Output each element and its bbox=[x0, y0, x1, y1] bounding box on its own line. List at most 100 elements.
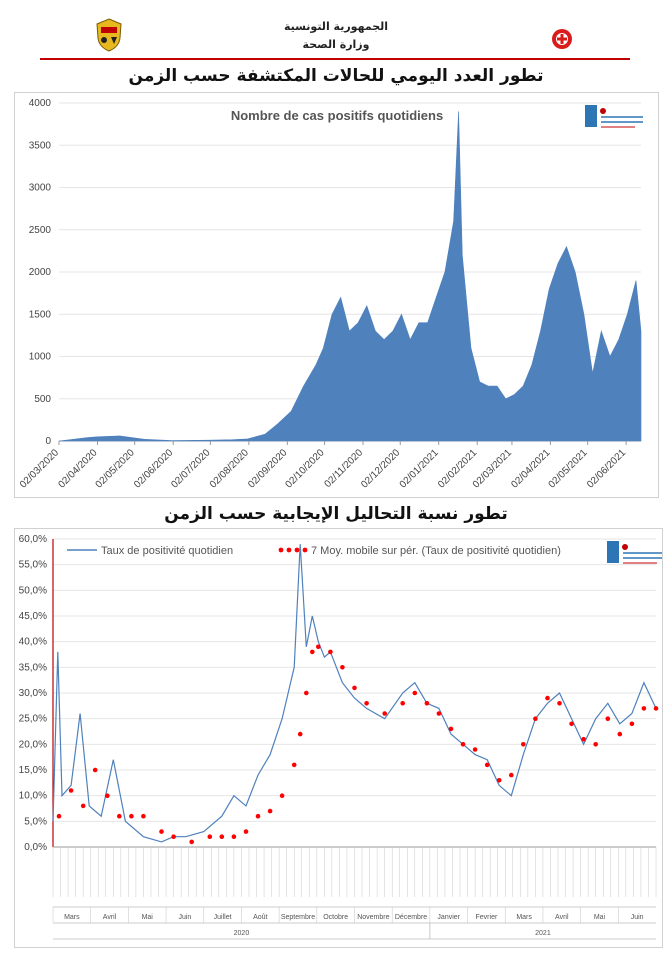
moving-average-point bbox=[56, 813, 62, 819]
government-line-1: الجمهورية التونسية bbox=[283, 20, 389, 33]
x-tick-label: 02/06/2020 bbox=[132, 447, 175, 490]
moving-average-point bbox=[484, 762, 490, 768]
month-label: Octobre bbox=[323, 914, 348, 921]
moving-average-point bbox=[472, 747, 478, 752]
y-tick-label: 50,0% bbox=[19, 585, 47, 596]
moving-average-point bbox=[267, 808, 273, 814]
moving-average-point bbox=[291, 762, 297, 768]
moving-average-point bbox=[521, 742, 526, 747]
moving-average-point bbox=[80, 803, 86, 809]
y-tick-label: 45,0% bbox=[19, 611, 47, 622]
year-label: 2021 bbox=[535, 930, 551, 937]
moving-average-point bbox=[364, 701, 369, 706]
y-tick-label: 3500 bbox=[29, 140, 52, 151]
moving-average-point bbox=[297, 731, 303, 737]
legend-label-average: 7 Moy. mobile sur pér. (Taux de positivi… bbox=[311, 545, 561, 557]
y-tick-label: 0,0% bbox=[24, 842, 47, 853]
x-tick-label: 02/06/2021 bbox=[585, 447, 628, 490]
y-tick-label: 35,0% bbox=[19, 662, 47, 673]
moving-average-point bbox=[243, 829, 249, 834]
moving-average-point bbox=[496, 778, 502, 783]
x-tick-label: 02/09/2020 bbox=[246, 447, 289, 490]
chart1-title: Nombre de cas positifs quotidiens bbox=[231, 108, 443, 123]
y-tick-label: 25,0% bbox=[19, 714, 47, 725]
moving-average-point bbox=[231, 834, 237, 839]
moving-average-point bbox=[159, 829, 164, 834]
y-tick-label: 2000 bbox=[29, 267, 52, 278]
moving-average-point bbox=[400, 701, 406, 706]
moving-average-point bbox=[68, 788, 74, 793]
month-label: Juin bbox=[631, 914, 644, 921]
logo-dot bbox=[600, 108, 606, 114]
logo-bar bbox=[585, 105, 597, 127]
moving-average-point bbox=[460, 742, 466, 747]
y-tick-label: 2500 bbox=[29, 225, 52, 236]
moving-average-point bbox=[207, 834, 213, 839]
moving-average-point bbox=[448, 726, 454, 732]
moving-average-point bbox=[533, 716, 538, 721]
y-tick-label: 1500 bbox=[29, 309, 52, 320]
month-label: Septembre bbox=[281, 914, 315, 921]
moving-average-point bbox=[117, 813, 122, 819]
y-tick-label: 0 bbox=[45, 436, 51, 447]
moving-average-point bbox=[653, 706, 659, 711]
positivity-rate-line-chart: 0,0% 5,0% 10,0% 15,0% 20,0% 25,0% 30,0% 35,0% 40… bbox=[19, 534, 665, 940]
year-label: 2020 bbox=[234, 930, 250, 937]
x-tick-label: 02/04/2021 bbox=[509, 447, 552, 490]
moving-average-point bbox=[412, 690, 418, 696]
moving-average-point bbox=[629, 721, 635, 727]
month-label: Novembre bbox=[357, 914, 389, 921]
legend-swatch-average bbox=[278, 547, 284, 553]
chart1-panel: 0 500 1000 1500 2000 2500 3000 3500 4000 02/03/20… bbox=[14, 92, 659, 498]
y-tick-label: 4000 bbox=[29, 98, 52, 109]
y-tick-label: 40,0% bbox=[19, 637, 47, 648]
daily-positivity-line bbox=[52, 544, 657, 843]
observatory-logo-icon bbox=[585, 105, 643, 128]
moving-average-point bbox=[255, 813, 261, 819]
month-label: Mai bbox=[142, 914, 154, 921]
daily-cases-area-chart: 0 500 1000 1500 2000 2500 3000 3500 4000 02/03/20… bbox=[18, 98, 643, 491]
moving-average-point bbox=[304, 690, 309, 696]
month-label: Juillet bbox=[214, 914, 232, 921]
moving-average-point bbox=[310, 649, 315, 655]
moving-average-point bbox=[129, 813, 134, 819]
month-label: Août bbox=[253, 914, 267, 921]
moving-average-point bbox=[581, 736, 586, 742]
x-tick-label: 02/04/2020 bbox=[56, 447, 99, 490]
month-label: Fevrier bbox=[476, 914, 498, 921]
month-label: Décembre bbox=[395, 914, 427, 921]
x-tick-label: 02/05/2021 bbox=[547, 447, 590, 490]
x-tick-label: 02/01/2021 bbox=[398, 447, 441, 490]
y-tick-label: 55,0% bbox=[19, 560, 47, 571]
y-tick-label: 20,0% bbox=[19, 739, 47, 750]
month-label: Mars bbox=[64, 914, 80, 921]
daily-cases-area bbox=[58, 111, 642, 442]
moving-average-point bbox=[509, 772, 514, 778]
x-tick-label: 02/05/2020 bbox=[94, 447, 137, 490]
x-tick-label: 02/12/2020 bbox=[359, 447, 402, 490]
y-tick-label: 10,0% bbox=[19, 791, 47, 802]
government-line-2: وزارة الصحة bbox=[302, 38, 370, 51]
legend-swatch-average bbox=[286, 547, 292, 553]
month-label: Juin bbox=[178, 914, 191, 921]
y-tick-label: 500 bbox=[34, 394, 51, 405]
y-tick-label: 3000 bbox=[29, 183, 52, 194]
chart2-arabic-title: تطور نسبة التحاليل الإيجابية حسب الزمن bbox=[164, 504, 508, 524]
legend-label-daily: Taux de positivité quotidien bbox=[101, 545, 233, 557]
moving-average-point bbox=[340, 665, 345, 670]
moving-average-point bbox=[92, 767, 98, 773]
moving-average-point bbox=[189, 839, 194, 845]
moving-average-point bbox=[605, 716, 611, 721]
moving-average-point bbox=[382, 711, 388, 716]
logo-bar bbox=[607, 541, 619, 563]
observatory-logo-icon bbox=[607, 541, 665, 564]
moving-average-point bbox=[436, 711, 442, 716]
month-label: Janvier bbox=[437, 914, 460, 921]
moving-average-point bbox=[328, 649, 333, 655]
x-tick-label: 02/10/2020 bbox=[284, 447, 327, 490]
ministry-of-health-logo-icon bbox=[552, 29, 572, 49]
x-tick-label: 02/07/2020 bbox=[169, 447, 212, 490]
y-tick-label: 60,0% bbox=[19, 534, 47, 545]
x-tick-label: 02/03/2020 bbox=[18, 447, 61, 490]
x-tick-label: 02/08/2020 bbox=[208, 447, 251, 490]
